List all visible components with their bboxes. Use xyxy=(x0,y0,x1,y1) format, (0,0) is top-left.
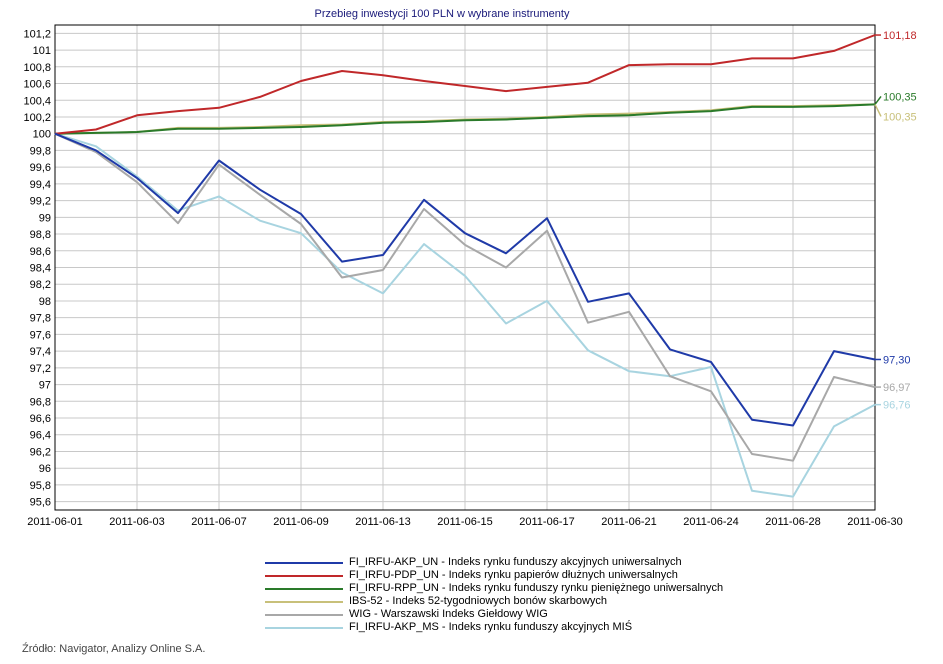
x-tick-label: 2011-06-03 xyxy=(109,516,164,528)
end-connector xyxy=(874,95,882,105)
y-tick-label: 100,8 xyxy=(23,62,51,74)
y-tick-label: 97,8 xyxy=(30,313,51,325)
x-tick-label: 2011-06-07 xyxy=(191,516,246,528)
legend-label: FI_IRFU-AKP_MS - Indeks rynku funduszy a… xyxy=(349,621,633,633)
y-tick-label: 101 xyxy=(33,45,51,57)
y-tick-label: 97,2 xyxy=(30,363,51,375)
x-tick-label: 2011-06-17 xyxy=(519,516,574,528)
y-tick-label: 100,2 xyxy=(23,112,51,124)
y-tick-label: 98,2 xyxy=(30,279,51,291)
y-tick-label: 96,4 xyxy=(30,430,51,442)
x-tick-label: 2011-06-21 xyxy=(601,516,656,528)
y-tick-label: 96,6 xyxy=(30,413,51,425)
legend-swatch xyxy=(265,574,343,577)
y-tick-label: 96,8 xyxy=(30,396,51,408)
end-connector xyxy=(874,104,882,117)
legend-item: FI_IRFU-RPP_UN - Indeks rynku funduszy r… xyxy=(265,582,723,595)
end-value-label: 96,97 xyxy=(883,382,911,394)
y-tick-label: 95,8 xyxy=(30,480,51,492)
x-tick-label: 2011-06-24 xyxy=(683,516,738,528)
legend-swatch xyxy=(265,613,343,616)
legend-swatch xyxy=(265,587,343,590)
x-tick-label: 2011-06-13 xyxy=(355,516,410,528)
legend-label: FI_IRFU-PDP_UN - Indeks rynku papierów d… xyxy=(349,569,678,581)
y-tick-label: 99,8 xyxy=(30,145,51,157)
y-tick-label: 100,4 xyxy=(23,95,51,107)
end-value-label: 97,30 xyxy=(883,354,911,366)
y-tick-label: 101,2 xyxy=(23,28,51,40)
y-tick-label: 97 xyxy=(39,380,51,392)
y-axis-ticks: 95,6 95,8 96 96,2 96,4 96,6 96,8 97 97,2 97,4 97,6… xyxy=(23,28,51,508)
series-lines xyxy=(54,34,876,498)
x-tick-label: 2011-06-15 xyxy=(437,516,492,528)
y-tick-label: 99,2 xyxy=(30,196,51,208)
legend-label: IBS-52 - Indeks 52-tygodniowych bonów sk… xyxy=(349,595,608,607)
y-tick-label: 98,8 xyxy=(30,229,51,241)
legend-item: FI_IRFU-AKP_UN - Indeks rynku funduszy a… xyxy=(265,556,723,569)
legend-item: IBS-52 - Indeks 52-tygodniowych bonów sk… xyxy=(265,595,723,608)
legend-swatch xyxy=(265,561,343,564)
series-line-5 xyxy=(54,132,876,498)
source-note: Źródło: Navigator, Analizy Online S.A. xyxy=(22,643,206,655)
legend-item: FI_IRFU-AKP_MS - Indeks rynku funduszy a… xyxy=(265,621,723,634)
y-tick-label: 97,4 xyxy=(30,346,51,358)
end-labels: 97,30 101,18 100,35 100,35 96,97 96,76 xyxy=(874,30,917,412)
legend-swatch xyxy=(265,600,343,603)
series-line-2 xyxy=(54,103,876,135)
legend: FI_IRFU-AKP_UN - Indeks rynku funduszy a… xyxy=(265,556,723,634)
chart: Przebieg inwestycji 100 PLN w wybrane in… xyxy=(23,8,917,528)
grid xyxy=(54,25,876,510)
end-value-label: 96,76 xyxy=(883,400,911,412)
legend-item: FI_IRFU-PDP_UN - Indeks rynku papierów d… xyxy=(265,569,723,582)
x-tick-label: 2011-06-30 xyxy=(847,516,902,528)
y-tick-label: 98,4 xyxy=(30,263,51,275)
x-axis-ticks: 2011-06-01 2011-06-03 2011-06-07 2011-06-09… xyxy=(27,516,902,528)
x-tick-label: 2011-06-09 xyxy=(273,516,328,528)
series-line-4 xyxy=(54,132,876,462)
y-tick-label: 100 xyxy=(33,129,51,141)
legend-item: WIG - Warszawski Indeks Giełdowy WIG xyxy=(265,608,723,621)
y-tick-label: 99,6 xyxy=(30,162,51,174)
x-tick-label: 2011-06-01 xyxy=(27,516,82,528)
legend-swatch xyxy=(265,626,343,629)
legend-label: FI_IRFU-RPP_UN - Indeks rynku funduszy r… xyxy=(349,582,724,594)
end-value-label: 101,18 xyxy=(883,30,917,42)
end-value-label: 100,35 xyxy=(883,111,917,123)
y-tick-label: 98 xyxy=(39,296,51,308)
x-tick-label: 2011-06-28 xyxy=(765,516,820,528)
end-value-label: 100,35 xyxy=(883,91,917,103)
y-tick-label: 100,6 xyxy=(23,79,51,91)
series-line-0 xyxy=(54,132,876,427)
legend-label: FI_IRFU-AKP_UN - Indeks rynku funduszy a… xyxy=(349,556,682,568)
legend-label: WIG - Warszawski Indeks Giełdowy WIG xyxy=(349,608,548,620)
chart-title: Przebieg inwestycji 100 PLN w wybrane in… xyxy=(315,8,570,20)
y-tick-label: 95,6 xyxy=(30,497,51,509)
y-tick-label: 96,2 xyxy=(30,446,51,458)
y-tick-label: 99 xyxy=(39,212,51,224)
y-tick-label: 98,6 xyxy=(30,246,51,258)
plot-area-border xyxy=(54,24,876,511)
y-tick-label: 96 xyxy=(39,463,51,475)
y-tick-label: 97,6 xyxy=(30,329,51,341)
series-line-1 xyxy=(54,34,876,135)
y-tick-label: 99,4 xyxy=(30,179,51,191)
